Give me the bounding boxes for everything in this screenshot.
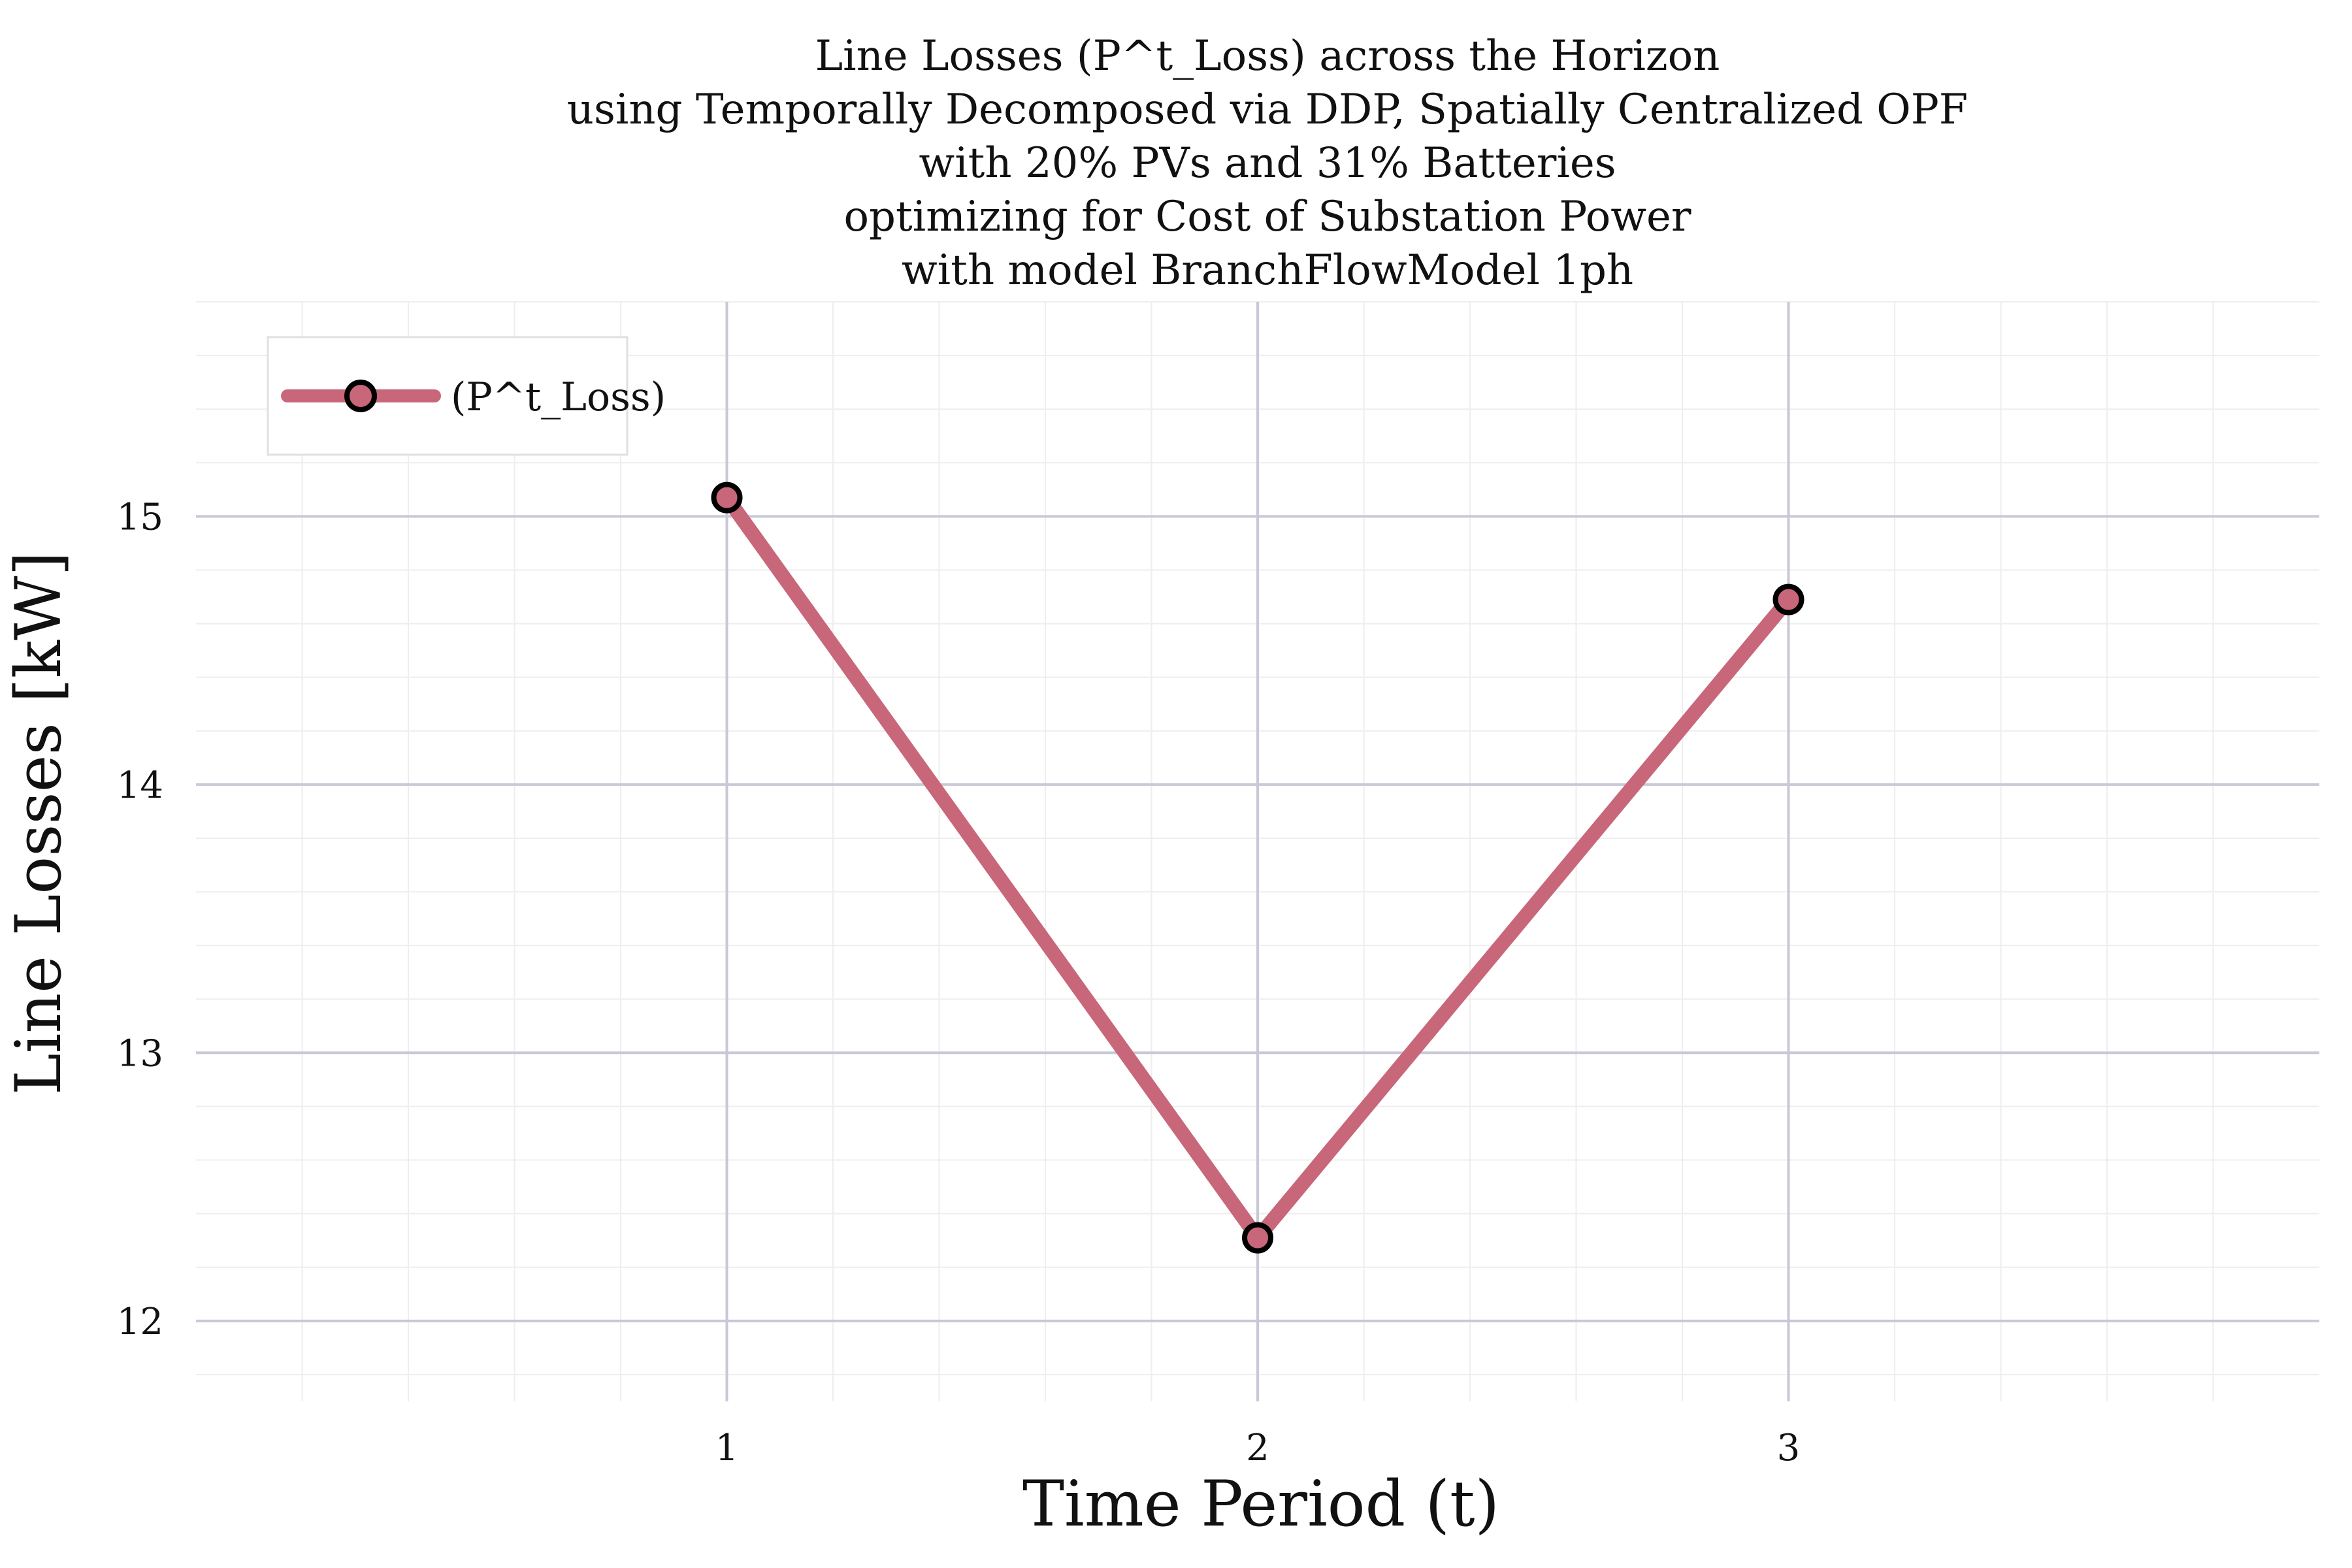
data-point-marker bbox=[1772, 583, 1805, 615]
x-axis-label: Time Period (t) bbox=[1022, 1467, 1499, 1541]
title-line-2: using Temporally Decomposed via DDP, Spa… bbox=[566, 86, 1968, 134]
title-line-3: with 20% PVs and 31% Batteries bbox=[919, 139, 1616, 188]
x-tick-labels: 1 2 3 bbox=[715, 1427, 1801, 1469]
legend-marker-swatch bbox=[344, 380, 377, 412]
x-tick-label: 3 bbox=[1777, 1427, 1801, 1469]
y-tick-labels: 12 13 14 15 bbox=[117, 496, 163, 1343]
series-layer bbox=[711, 482, 1805, 1254]
title-line-4: optimizing for Cost of Substation Power bbox=[843, 193, 1691, 241]
data-point-marker bbox=[711, 482, 743, 514]
legend-entry-label: (P^t_Loss) bbox=[451, 374, 666, 420]
y-tick-label: 12 bbox=[117, 1301, 163, 1343]
x-tick-label: 2 bbox=[1246, 1427, 1269, 1469]
legend: (P^t_Loss) bbox=[267, 336, 666, 456]
chart-title: Line Losses (P^t_Loss) across the Horizo… bbox=[196, 29, 2339, 297]
minor-grid bbox=[196, 301, 2319, 1401]
y-tick-label: 14 bbox=[117, 764, 163, 807]
title-line-1: Line Losses (P^t_Loss) across the Horizo… bbox=[815, 32, 1720, 80]
y-tick-label: 13 bbox=[117, 1032, 163, 1075]
y-tick-label: 15 bbox=[117, 496, 163, 538]
y-axis-label: Line Losses [kW] bbox=[2, 551, 75, 1095]
title-line-5: with model BranchFlowModel 1ph bbox=[901, 246, 1634, 295]
x-tick-label: 1 bbox=[715, 1427, 739, 1469]
data-point-marker bbox=[1242, 1222, 1273, 1254]
